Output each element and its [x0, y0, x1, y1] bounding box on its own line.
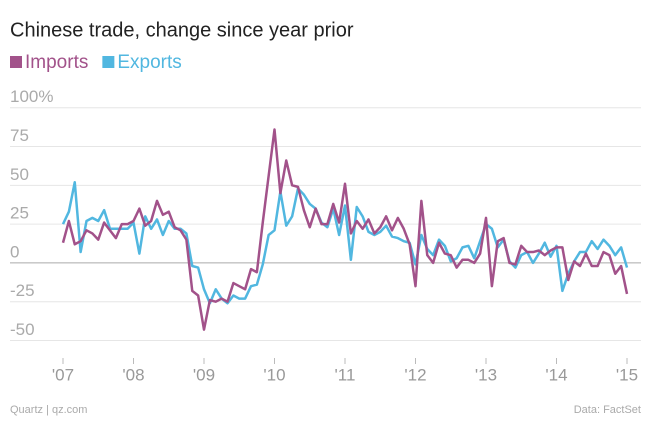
x-tick-label: '10: [263, 365, 285, 384]
y-tick-label: 75: [10, 126, 29, 145]
x-tick-label: '09: [193, 365, 215, 384]
y-tick-label: -25: [10, 281, 35, 300]
series-line: [61, 180, 629, 305]
x-tick-label: '07: [52, 365, 74, 384]
y-tick-label: -50: [10, 320, 35, 339]
legend-label: Imports: [25, 52, 88, 73]
x-tick-label: '13: [475, 365, 497, 384]
legend-label: Exports: [117, 52, 181, 73]
source-right: Data: FactSet: [574, 404, 641, 416]
x-tick-label: '11: [335, 365, 356, 384]
legend-swatch: [102, 56, 115, 68]
x-tick-label: '14: [545, 365, 567, 384]
series-line: [61, 128, 629, 331]
y-tick-label: 0: [10, 242, 19, 261]
source-left: Quartz | qz.com: [10, 404, 87, 416]
x-tick-label: '15: [616, 365, 638, 384]
y-tick-label: 100%: [10, 87, 53, 106]
chart-title: Chinese trade, change since year prior: [10, 19, 354, 41]
x-tick-label: '08: [122, 365, 144, 384]
y-tick-label: 50: [10, 165, 29, 184]
legend-swatch: [10, 56, 22, 68]
x-tick-label: '12: [404, 365, 426, 384]
y-tick-label: 25: [10, 204, 29, 223]
